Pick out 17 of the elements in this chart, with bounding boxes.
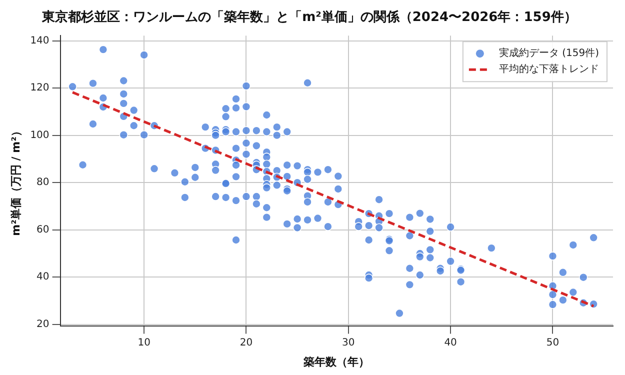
chart-title: 東京都杉並区：ワンルームの「築年数」と「m²単価」の関係（2024〜2026年：159件） xyxy=(41,9,577,26)
x-tick-label: 10 xyxy=(138,337,150,348)
y-tick-label: 80 xyxy=(36,177,50,188)
legend-label: 実成約データ (159件) xyxy=(498,47,600,60)
y-tick-label: 20 xyxy=(36,318,50,330)
y-tick-label: 140 xyxy=(30,35,50,46)
y-tick-label: 100 xyxy=(30,130,50,141)
x-axis-title: 築年数（年） xyxy=(302,355,370,368)
y-tick-label: 60 xyxy=(36,224,50,236)
y-tick-label: 40 xyxy=(36,272,50,283)
x-tick-label: 40 xyxy=(444,337,457,348)
x-tick-label: 20 xyxy=(240,337,253,348)
x-tick-label: 50 xyxy=(546,337,560,348)
y-tick-label: 120 xyxy=(30,82,50,94)
x-tick-label: 30 xyxy=(342,337,355,348)
legend-label: 平均的な下落トレンド xyxy=(498,63,599,76)
y-axis-title: m²単価（万円 / m²） xyxy=(9,126,22,236)
